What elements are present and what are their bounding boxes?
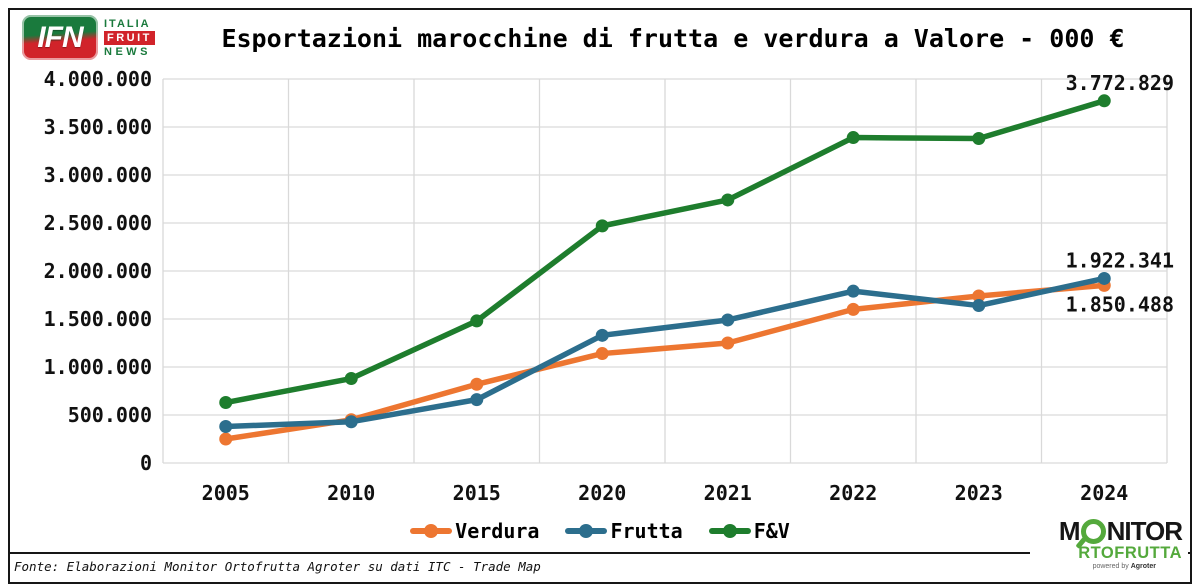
legend-item-frutta: Frutta — [565, 519, 683, 543]
data-label-f&v: 3.772.829 — [1066, 71, 1174, 95]
monitor-ortofrutta-logo: M NITOR RTOFRUTTA powered by Agroter — [1030, 516, 1188, 578]
data-point-f&v — [219, 396, 233, 410]
x-axis-tick-label: 2005 — [202, 481, 250, 505]
magnifier-icon — [1080, 518, 1106, 544]
ifn-logo-abbr: IFN — [37, 20, 83, 54]
ifn-wordmark-news: NEWS — [104, 45, 151, 58]
chart-title: Esportazioni marocchine di frutta e verd… — [221, 24, 1125, 53]
ifn-logo-mark: IFN — [22, 15, 98, 60]
legend-label-verdura: Verdura — [455, 519, 540, 543]
data-point-frutta — [846, 284, 860, 298]
data-label-verdura: 1.850.488 — [1066, 292, 1174, 316]
footer: Fonte: Elaborazioni Monitor Ortofrutta A… — [10, 552, 1190, 582]
data-point-frutta — [219, 420, 233, 434]
y-axis-tick-label: 3.000.000 — [44, 163, 152, 187]
monitor-logo-line2: RTOFRUTTA — [1078, 544, 1182, 562]
y-axis-tick-label: 4.000.000 — [44, 67, 152, 91]
x-axis-tick-label: 2020 — [578, 481, 626, 505]
data-point-f&v — [470, 314, 484, 328]
monitor-logo-line1: M NITOR — [1058, 516, 1183, 546]
data-label-frutta: 1.922.341 — [1066, 248, 1174, 272]
legend-label-fv: F&V — [753, 519, 790, 543]
data-point-frutta — [721, 313, 735, 327]
line-chart: 0 500.000 1.000.000 1.500.000 2.000.000 2.500… — [44, 67, 1174, 505]
ifn-wordmark-italia: ITALIA — [104, 17, 151, 30]
y-axis-tick-label: 3.500.000 — [44, 115, 152, 139]
ifn-wordmark-fruit: FRUIT — [104, 30, 155, 45]
y-axis-tick-label: 1.500.000 — [44, 307, 152, 331]
series-line-f&v — [223, 98, 1107, 406]
y-axis-tick-label: 2.000.000 — [44, 259, 152, 283]
x-axis-tick-label: 2021 — [704, 481, 752, 505]
data-point-frutta — [972, 299, 986, 313]
x-axis-tick-label: 2023 — [955, 481, 1003, 505]
data-point-verdura — [219, 432, 233, 446]
data-point-f&v — [846, 131, 860, 145]
ifn-logo: IFN ITALIA FRUIT NEWS — [22, 15, 155, 60]
legend-marker-verdura-icon — [410, 524, 453, 538]
data-point-f&v — [595, 219, 609, 233]
legend-marker-frutta-icon — [565, 524, 608, 538]
x-axis-tick-label: 2015 — [453, 481, 501, 505]
x-axis-tick-label: 2010 — [327, 481, 375, 505]
series-line-verdura — [223, 282, 1107, 442]
data-point-frutta — [1097, 271, 1111, 285]
data-point-f&v — [721, 193, 735, 207]
legend-marker-fv-icon — [708, 524, 751, 538]
y-axis-tick-label: 1.000.000 — [44, 355, 152, 379]
monitor-logo-nitor: NITOR — [1106, 516, 1183, 546]
data-point-verdura — [972, 289, 986, 303]
data-point-frutta — [344, 415, 358, 429]
series-line-frutta — [223, 275, 1107, 430]
x-axis-tick-label: 2022 — [829, 481, 877, 505]
data-point-f&v — [1097, 94, 1111, 108]
data-point-frutta — [470, 393, 484, 407]
x-axis-tick-label: 2024 — [1080, 481, 1128, 505]
data-point-verdura — [721, 336, 735, 350]
chart-legend: Verdura Frutta F&V — [10, 519, 1190, 543]
data-point-verdura — [595, 347, 609, 361]
legend-item-verdura: Verdura — [410, 519, 539, 543]
data-point-f&v — [972, 132, 986, 146]
legend-item-fv: F&V — [708, 519, 790, 543]
y-axis-tick-label: 2.500.000 — [44, 211, 152, 235]
legend-label-frutta: Frutta — [610, 519, 683, 543]
data-point-frutta — [595, 328, 609, 342]
chart-frame: IFN ITALIA FRUIT NEWS Esportazioni maroc… — [8, 8, 1192, 584]
data-point-verdura — [470, 377, 484, 391]
ifn-logo-wordmark: ITALIA FRUIT NEWS — [104, 18, 155, 58]
monitor-logo-powered: powered by Agroter — [1092, 563, 1156, 571]
y-axis-tick-label: 500.000 — [68, 403, 152, 427]
source-note: Fonte: Elaborazioni Monitor Ortofrutta A… — [14, 559, 541, 574]
y-axis-tick-label: 0 — [140, 451, 152, 475]
data-point-f&v — [344, 372, 358, 386]
data-point-verdura — [846, 302, 860, 316]
monitor-logo-m: M — [1058, 516, 1081, 546]
